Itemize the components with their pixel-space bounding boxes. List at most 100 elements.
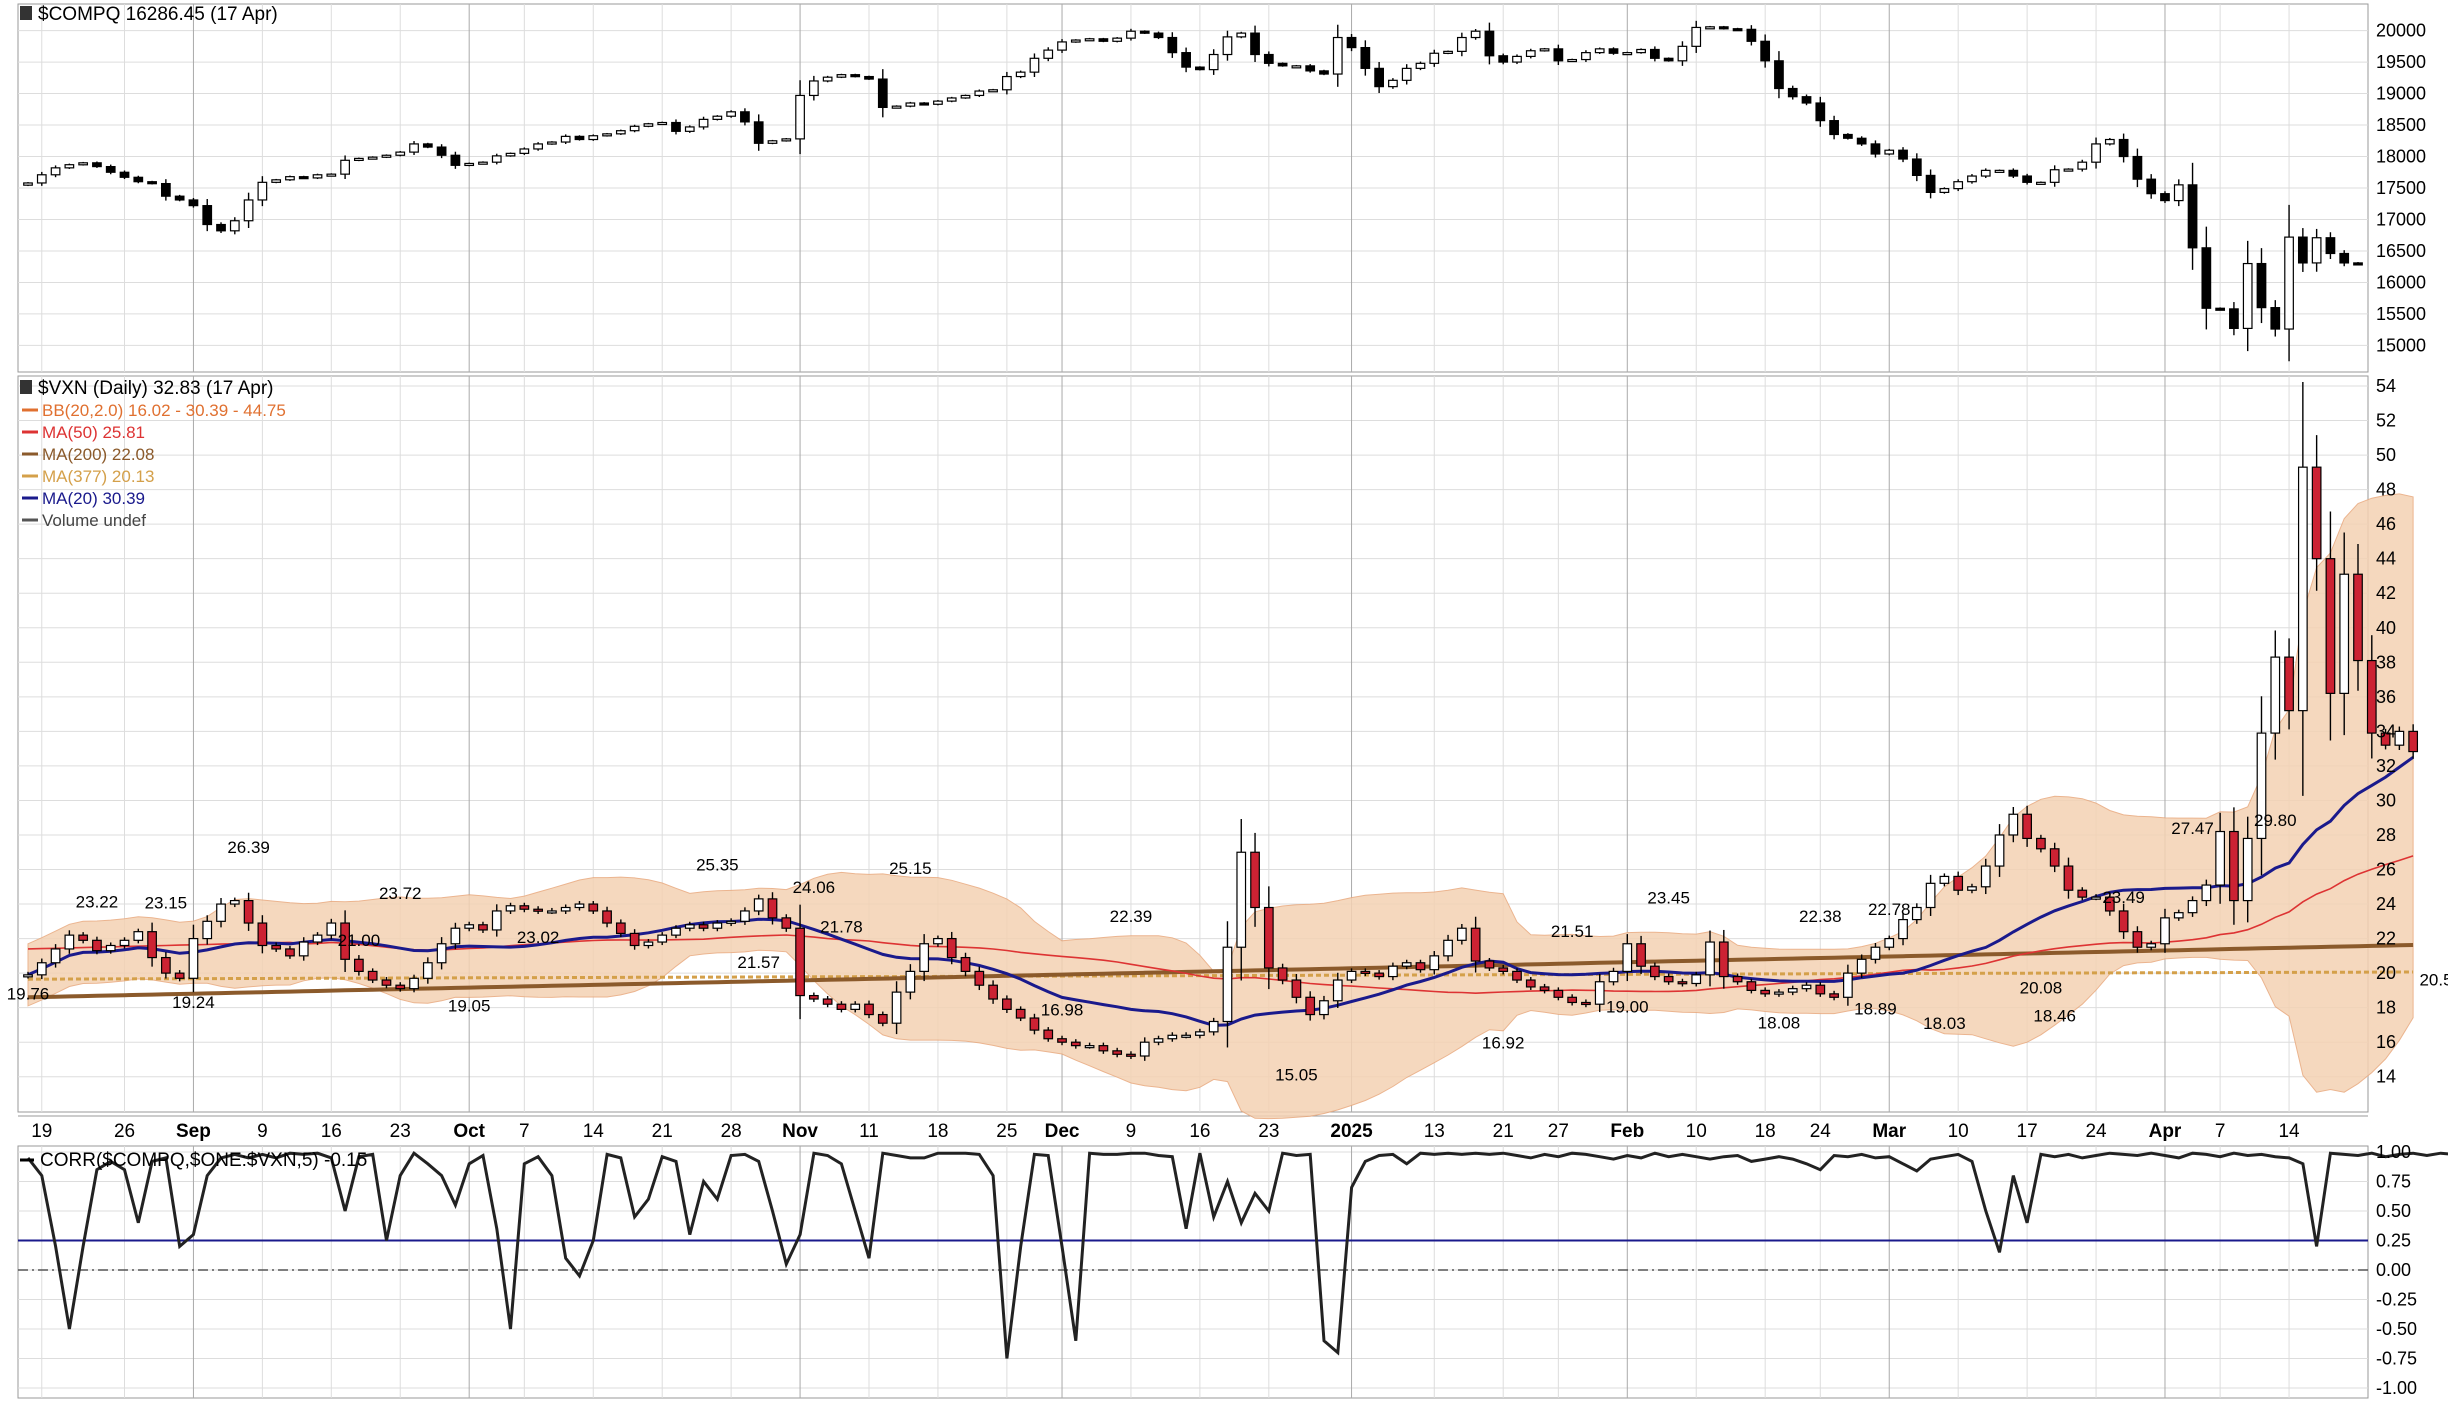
price-candle	[422, 143, 433, 148]
price-candle	[2201, 247, 2212, 309]
vxn-candle	[395, 984, 406, 990]
price-candle	[1829, 120, 1839, 136]
x-tick-label: Feb	[1610, 1121, 1644, 1142]
price-candle	[643, 123, 654, 127]
x-tick-label: 21	[1493, 1121, 1514, 1142]
price-candle	[1581, 52, 1591, 61]
vxn-candle	[1856, 958, 1867, 974]
vxn-candle	[285, 948, 295, 957]
x-tick-label: 9	[1126, 1121, 1137, 1142]
vxn-candle	[684, 924, 695, 929]
vxn-candle	[1939, 875, 1950, 884]
vxn-panel-header: $VXN (Daily) 32.83 (17 Apr) BB(20,2.0) 1…	[20, 378, 286, 530]
vxn-value-annotation: 18.46	[2033, 1007, 2076, 1026]
y-tick-label: 0.75	[2376, 1172, 2411, 1192]
vxn-candle	[2408, 730, 2419, 753]
x-tick-label: 13	[1424, 1121, 1445, 1142]
x-tick-label: 24	[1810, 1121, 1832, 1142]
vxn-candle	[1263, 906, 1274, 969]
x-tick-label: 2025	[1330, 1121, 1373, 1142]
vxn-candle	[78, 934, 89, 941]
vxn-candle	[381, 979, 392, 986]
vxn-candle	[1539, 986, 1550, 991]
price-candle	[1401, 67, 1412, 81]
vxn-candle	[1277, 967, 1288, 981]
price-candle	[698, 118, 709, 128]
price-candle	[1705, 26, 1715, 30]
price-candle	[1319, 70, 1329, 75]
vxn-candle	[2036, 837, 2046, 850]
price-candle	[1774, 60, 1784, 90]
price-candle	[119, 171, 130, 178]
vxn-candle	[2270, 656, 2281, 734]
vxn-candle	[2339, 573, 2350, 694]
vxn-candle	[36, 962, 47, 976]
price-candle	[1167, 36, 1178, 54]
vxn-value-annotation: 27.47	[2171, 819, 2214, 838]
price-candle	[726, 111, 737, 117]
price-candle	[767, 140, 778, 144]
price-candle	[1346, 36, 1357, 49]
vxn-candle	[1443, 939, 1453, 957]
price-candle	[2049, 169, 2060, 183]
ma200-line	[27, 943, 2414, 1000]
price-candle	[1181, 52, 1191, 68]
x-tick-label: 10	[1948, 1121, 1969, 1142]
price-candle	[1636, 48, 1646, 54]
x-tick-label: 28	[721, 1121, 742, 1142]
price-candle	[505, 152, 516, 157]
vxn-candle	[326, 922, 337, 936]
price-candle	[2242, 262, 2253, 330]
vxn-value-annotation: 20.08	[2020, 979, 2063, 998]
vxn-candle	[740, 910, 750, 922]
y-tick-label: 40	[2376, 618, 2396, 638]
price-candle	[1084, 38, 1095, 42]
legend-entry: MA(20) 30.39	[42, 489, 145, 508]
x-tick-label: 18	[927, 1121, 948, 1142]
vxn-candle	[781, 917, 792, 929]
vxn-value-annotation: 15.05	[1275, 1066, 1318, 1085]
vxn-candle	[105, 944, 116, 952]
vxn-candle	[2104, 896, 2115, 912]
price-candle	[1415, 62, 1426, 69]
vxn-candle	[988, 984, 998, 1000]
vxn-candle	[1953, 875, 1964, 891]
price-candle	[160, 182, 171, 197]
vxn-value-annotation: 22.38	[1799, 907, 1842, 926]
price-candle	[2311, 237, 2322, 264]
moving-averages	[27, 756, 2414, 1027]
vxn-candle	[2022, 813, 2032, 840]
vxn-candle	[1470, 927, 1481, 962]
vxn-candle	[1167, 1034, 1178, 1040]
vxn-value-annotation: 19.05	[448, 997, 491, 1016]
y-tick-label: 16	[2376, 1032, 2396, 1052]
price-candle	[2077, 161, 2088, 170]
vxn-candle	[864, 1003, 874, 1016]
x-tick-label: Mar	[1872, 1121, 1906, 1142]
price-candle	[1374, 67, 1384, 88]
price-candle	[436, 146, 447, 156]
price-candle	[1622, 52, 1633, 56]
x-tick-label: 23	[390, 1121, 411, 1142]
vxn-candle	[1346, 970, 1357, 981]
price-candle	[1801, 96, 1812, 104]
y-tick-label: 32	[2376, 756, 2396, 776]
price-candle	[671, 121, 681, 132]
vxn-candle	[202, 920, 213, 940]
vxn-candle	[2091, 896, 2101, 900]
price-candle	[1443, 50, 1453, 54]
vxn-candle	[1181, 1034, 1191, 1038]
y-tick-label: 24	[2376, 894, 2396, 914]
price-candle	[64, 164, 75, 169]
price-candle	[271, 179, 282, 183]
price-candle	[298, 176, 309, 180]
vxn-candle	[1126, 1053, 1136, 1057]
vxn-value-annotation: 18.03	[1923, 1014, 1966, 1033]
x-tick-label: 7	[519, 1121, 530, 1142]
price-candle	[657, 121, 668, 126]
vxn-candle	[229, 899, 240, 905]
x-tick-label: Oct	[453, 1121, 485, 1142]
vxn-value-annotation: 16.98	[1041, 1000, 1084, 1019]
vxn-candle	[1098, 1045, 1109, 1052]
vxn-candle	[133, 931, 144, 941]
